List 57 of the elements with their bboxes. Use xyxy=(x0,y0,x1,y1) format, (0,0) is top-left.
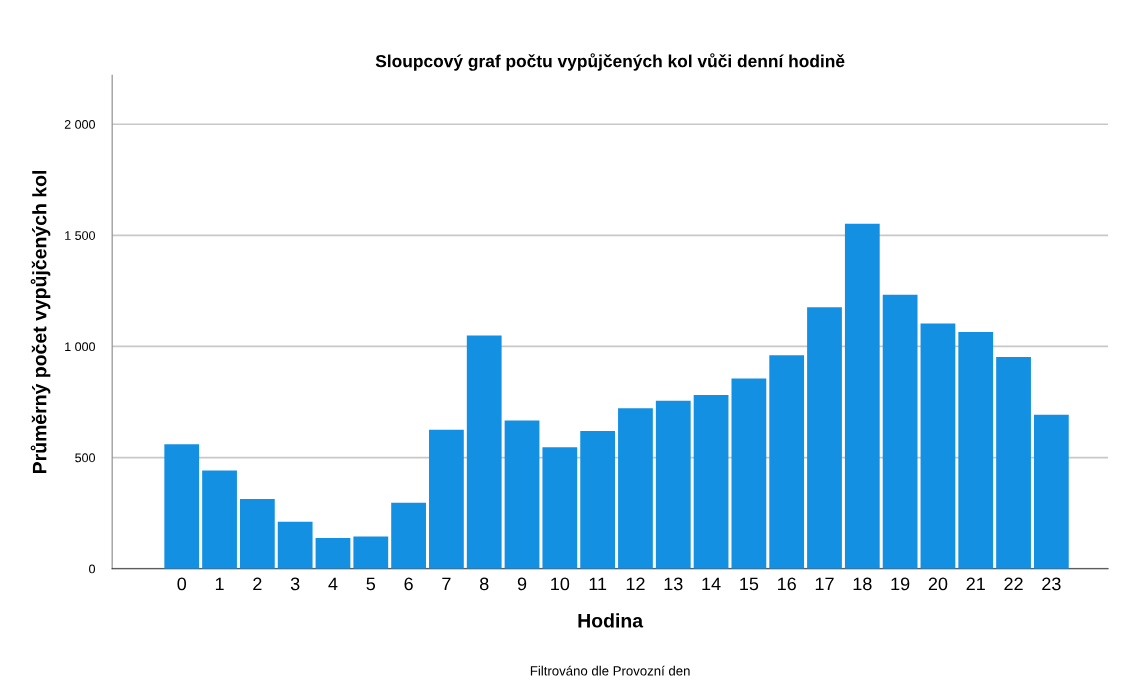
bar xyxy=(239,498,275,569)
y-tick-label: 0 xyxy=(89,564,96,574)
x-tick-label: 13 xyxy=(664,577,683,591)
bar xyxy=(996,357,1031,569)
x-tick-label: 21 xyxy=(966,577,985,591)
y-tick-label: 1 000 xyxy=(65,342,96,352)
x-tick-label: 0 xyxy=(177,577,187,591)
bar xyxy=(769,355,805,569)
bar xyxy=(391,502,426,569)
x-tick-label: 14 xyxy=(702,577,721,591)
text: Filtrováno dle Provozní den xyxy=(530,665,690,676)
bar xyxy=(920,323,956,569)
chart-title: Sloupcový graf počtu vypůjčených kol vůči denní hodině xyxy=(375,53,845,71)
bar xyxy=(1033,414,1069,569)
bar xyxy=(844,223,880,569)
bar xyxy=(504,420,540,569)
bar xyxy=(807,307,842,569)
bar xyxy=(731,378,767,569)
x-tick-label: 17 xyxy=(815,577,834,591)
y-tick-label: 500 xyxy=(75,453,96,463)
bar xyxy=(542,447,578,569)
x-tick-label: 8 xyxy=(479,577,489,591)
x-tick-label: 10 xyxy=(551,577,570,591)
x-tick-label: 3 xyxy=(290,577,300,591)
bar xyxy=(580,430,616,569)
bar xyxy=(202,470,237,569)
bar xyxy=(429,429,464,569)
bar xyxy=(277,521,313,569)
bar xyxy=(693,394,729,569)
x-tick-label: 6 xyxy=(404,577,413,591)
bar xyxy=(353,536,389,569)
x-tick-label: 9 xyxy=(517,577,527,591)
bar xyxy=(958,332,994,569)
bar xyxy=(882,294,918,569)
x-axis-title: Hodina xyxy=(578,613,644,628)
x-tick-label: 4 xyxy=(328,577,338,591)
x-tick-label: 1 xyxy=(215,577,224,591)
x-tick-label: 15 xyxy=(740,577,759,591)
x-tick-label: 2 xyxy=(253,577,262,591)
x-tick-label: 7 xyxy=(442,577,451,591)
x-tick-label: 11 xyxy=(589,577,607,591)
bar xyxy=(164,444,200,569)
y-axis-title: Průměrný počet vypůjčených kol xyxy=(30,171,51,474)
bar xyxy=(655,400,691,569)
bar xyxy=(315,538,351,569)
x-tick-label: 22 xyxy=(1004,577,1023,591)
x-tick-label: 5 xyxy=(366,577,376,591)
x-tick-label: 12 xyxy=(626,577,645,591)
x-tick-label: 18 xyxy=(853,577,872,591)
y-tick-label: 2 000 xyxy=(64,120,96,129)
x-tick-label: 19 xyxy=(891,577,910,591)
x-tick-label: 23 xyxy=(1042,577,1061,591)
bar xyxy=(466,335,502,569)
x-tick-label: 16 xyxy=(778,577,796,591)
x-tick-label: 20 xyxy=(928,577,948,591)
bar xyxy=(618,408,653,569)
y-tick-label: 1 500 xyxy=(65,231,96,240)
